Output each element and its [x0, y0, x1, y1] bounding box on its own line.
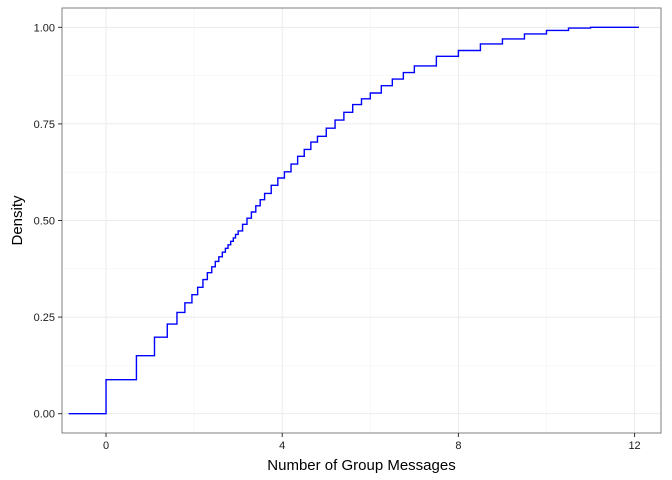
cdf-step-line: [68, 26, 639, 415]
x-tick-label: 12: [628, 440, 640, 452]
y-tick-label: 0.50: [34, 216, 55, 228]
x-tick-label: 0: [103, 440, 109, 452]
y-axis-title: Density: [9, 195, 26, 246]
x-tick-label: 4: [279, 440, 285, 452]
x-axis-ticks: 0 4 8 12: [103, 433, 641, 452]
y-tick-label: 0.75: [34, 119, 55, 131]
minor-gridlines: [62, 8, 661, 433]
y-tick-label: 0.25: [34, 312, 55, 324]
x-tick-label: 8: [455, 440, 461, 452]
major-gridlines: [62, 8, 661, 433]
y-tick-label: 1.00: [34, 22, 55, 34]
y-tick-label: 0.00: [34, 409, 55, 421]
x-axis-title: Number of Group Messages: [267, 457, 455, 474]
y-axis-ticks: 0.00 0.25 0.50 0.75 1.00: [34, 22, 62, 421]
data-layer: [68, 26, 639, 415]
